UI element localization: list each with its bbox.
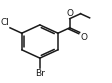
Text: O: O <box>66 9 73 18</box>
Text: Br: Br <box>35 69 44 78</box>
Text: Cl: Cl <box>0 18 9 27</box>
Text: O: O <box>80 33 86 42</box>
